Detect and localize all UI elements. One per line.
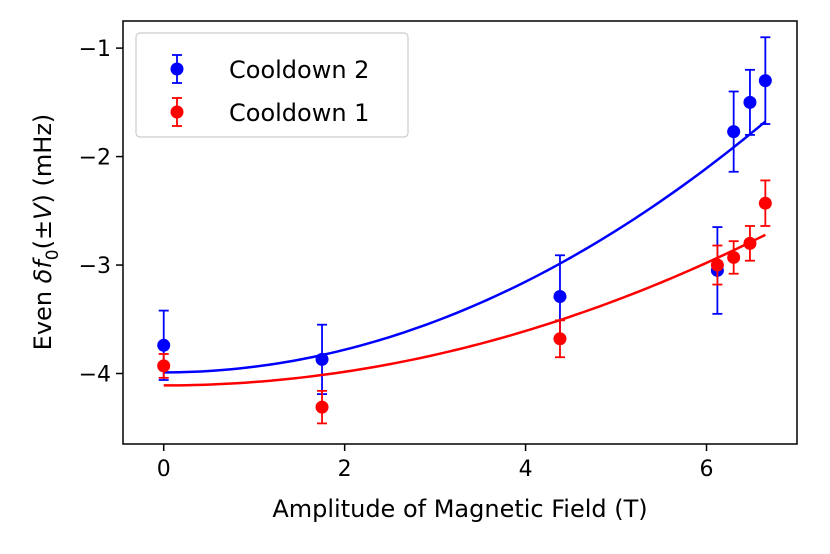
y-axis-title-units: (mHz) xyxy=(29,114,57,194)
marker xyxy=(553,332,567,346)
plot-area xyxy=(157,36,772,425)
x-tick-label: 0 xyxy=(157,457,171,482)
legend-marker-cooldown-2 xyxy=(170,54,184,84)
marker xyxy=(758,74,772,88)
marker xyxy=(157,338,171,352)
legend-label-cooldown-1: Cooldown 1 xyxy=(229,99,369,127)
data-point-cooldown-1 xyxy=(315,389,329,425)
legend-dot xyxy=(170,105,184,119)
x-tick-label: 2 xyxy=(338,457,352,482)
legend-dot xyxy=(170,62,184,76)
marker xyxy=(710,258,724,272)
x-tick-label: 4 xyxy=(519,457,533,482)
x-axis-title: Amplitude of Magnetic Field (T) xyxy=(272,495,647,523)
marker xyxy=(743,95,757,109)
data-point-cooldown-1 xyxy=(743,225,757,262)
marker xyxy=(727,125,741,139)
data-point-cooldown-1 xyxy=(157,353,171,379)
data-point-cooldown-1 xyxy=(758,179,772,227)
marker xyxy=(743,236,757,250)
y-axis-title-var: V xyxy=(29,202,57,220)
data-point-cooldown-2 xyxy=(727,90,741,173)
y-axis-title: Even δf0(±V) (mHz) xyxy=(29,114,63,351)
marker xyxy=(758,196,772,210)
y-tick-label: −3 xyxy=(79,254,111,279)
y-axis-title-paren-open: (± xyxy=(29,220,57,249)
y-tick-label: −2 xyxy=(79,146,111,171)
x-tick-label: 6 xyxy=(700,457,714,482)
marker xyxy=(727,250,741,264)
axis-ticks: 0 2 4 6 −4 −3 −2 −1 xyxy=(79,37,714,482)
data-point-cooldown-1 xyxy=(553,319,567,359)
data-point-cooldown-2 xyxy=(743,68,757,136)
y-tick-label: −4 xyxy=(79,363,111,388)
marker xyxy=(315,352,329,366)
fit-curve-cooldown-1 xyxy=(163,233,766,387)
marker xyxy=(315,400,329,414)
data-point-cooldown-1 xyxy=(727,240,741,275)
legend-box xyxy=(135,32,409,138)
marker xyxy=(553,289,567,303)
marker xyxy=(157,359,171,373)
y-axis-title-prefix: Even xyxy=(29,283,57,350)
legend: Cooldown 2 Cooldown 1 xyxy=(135,32,409,138)
data-point-cooldown-2 xyxy=(758,36,772,125)
data-point-cooldown-1 xyxy=(710,244,724,286)
plot-frame xyxy=(122,20,798,445)
fit-curve-cooldown-2 xyxy=(163,120,767,374)
y-axis-title-paren-close: ) xyxy=(29,194,57,203)
y-axis-title-subscript: 0 xyxy=(43,249,63,260)
y-axis-title-symbol: δf xyxy=(29,257,57,284)
data-point-cooldown-2 xyxy=(315,323,329,396)
legend-label-cooldown-2: Cooldown 2 xyxy=(229,56,369,84)
y-tick-label: −1 xyxy=(79,37,111,62)
legend-marker-cooldown-1 xyxy=(170,97,184,127)
